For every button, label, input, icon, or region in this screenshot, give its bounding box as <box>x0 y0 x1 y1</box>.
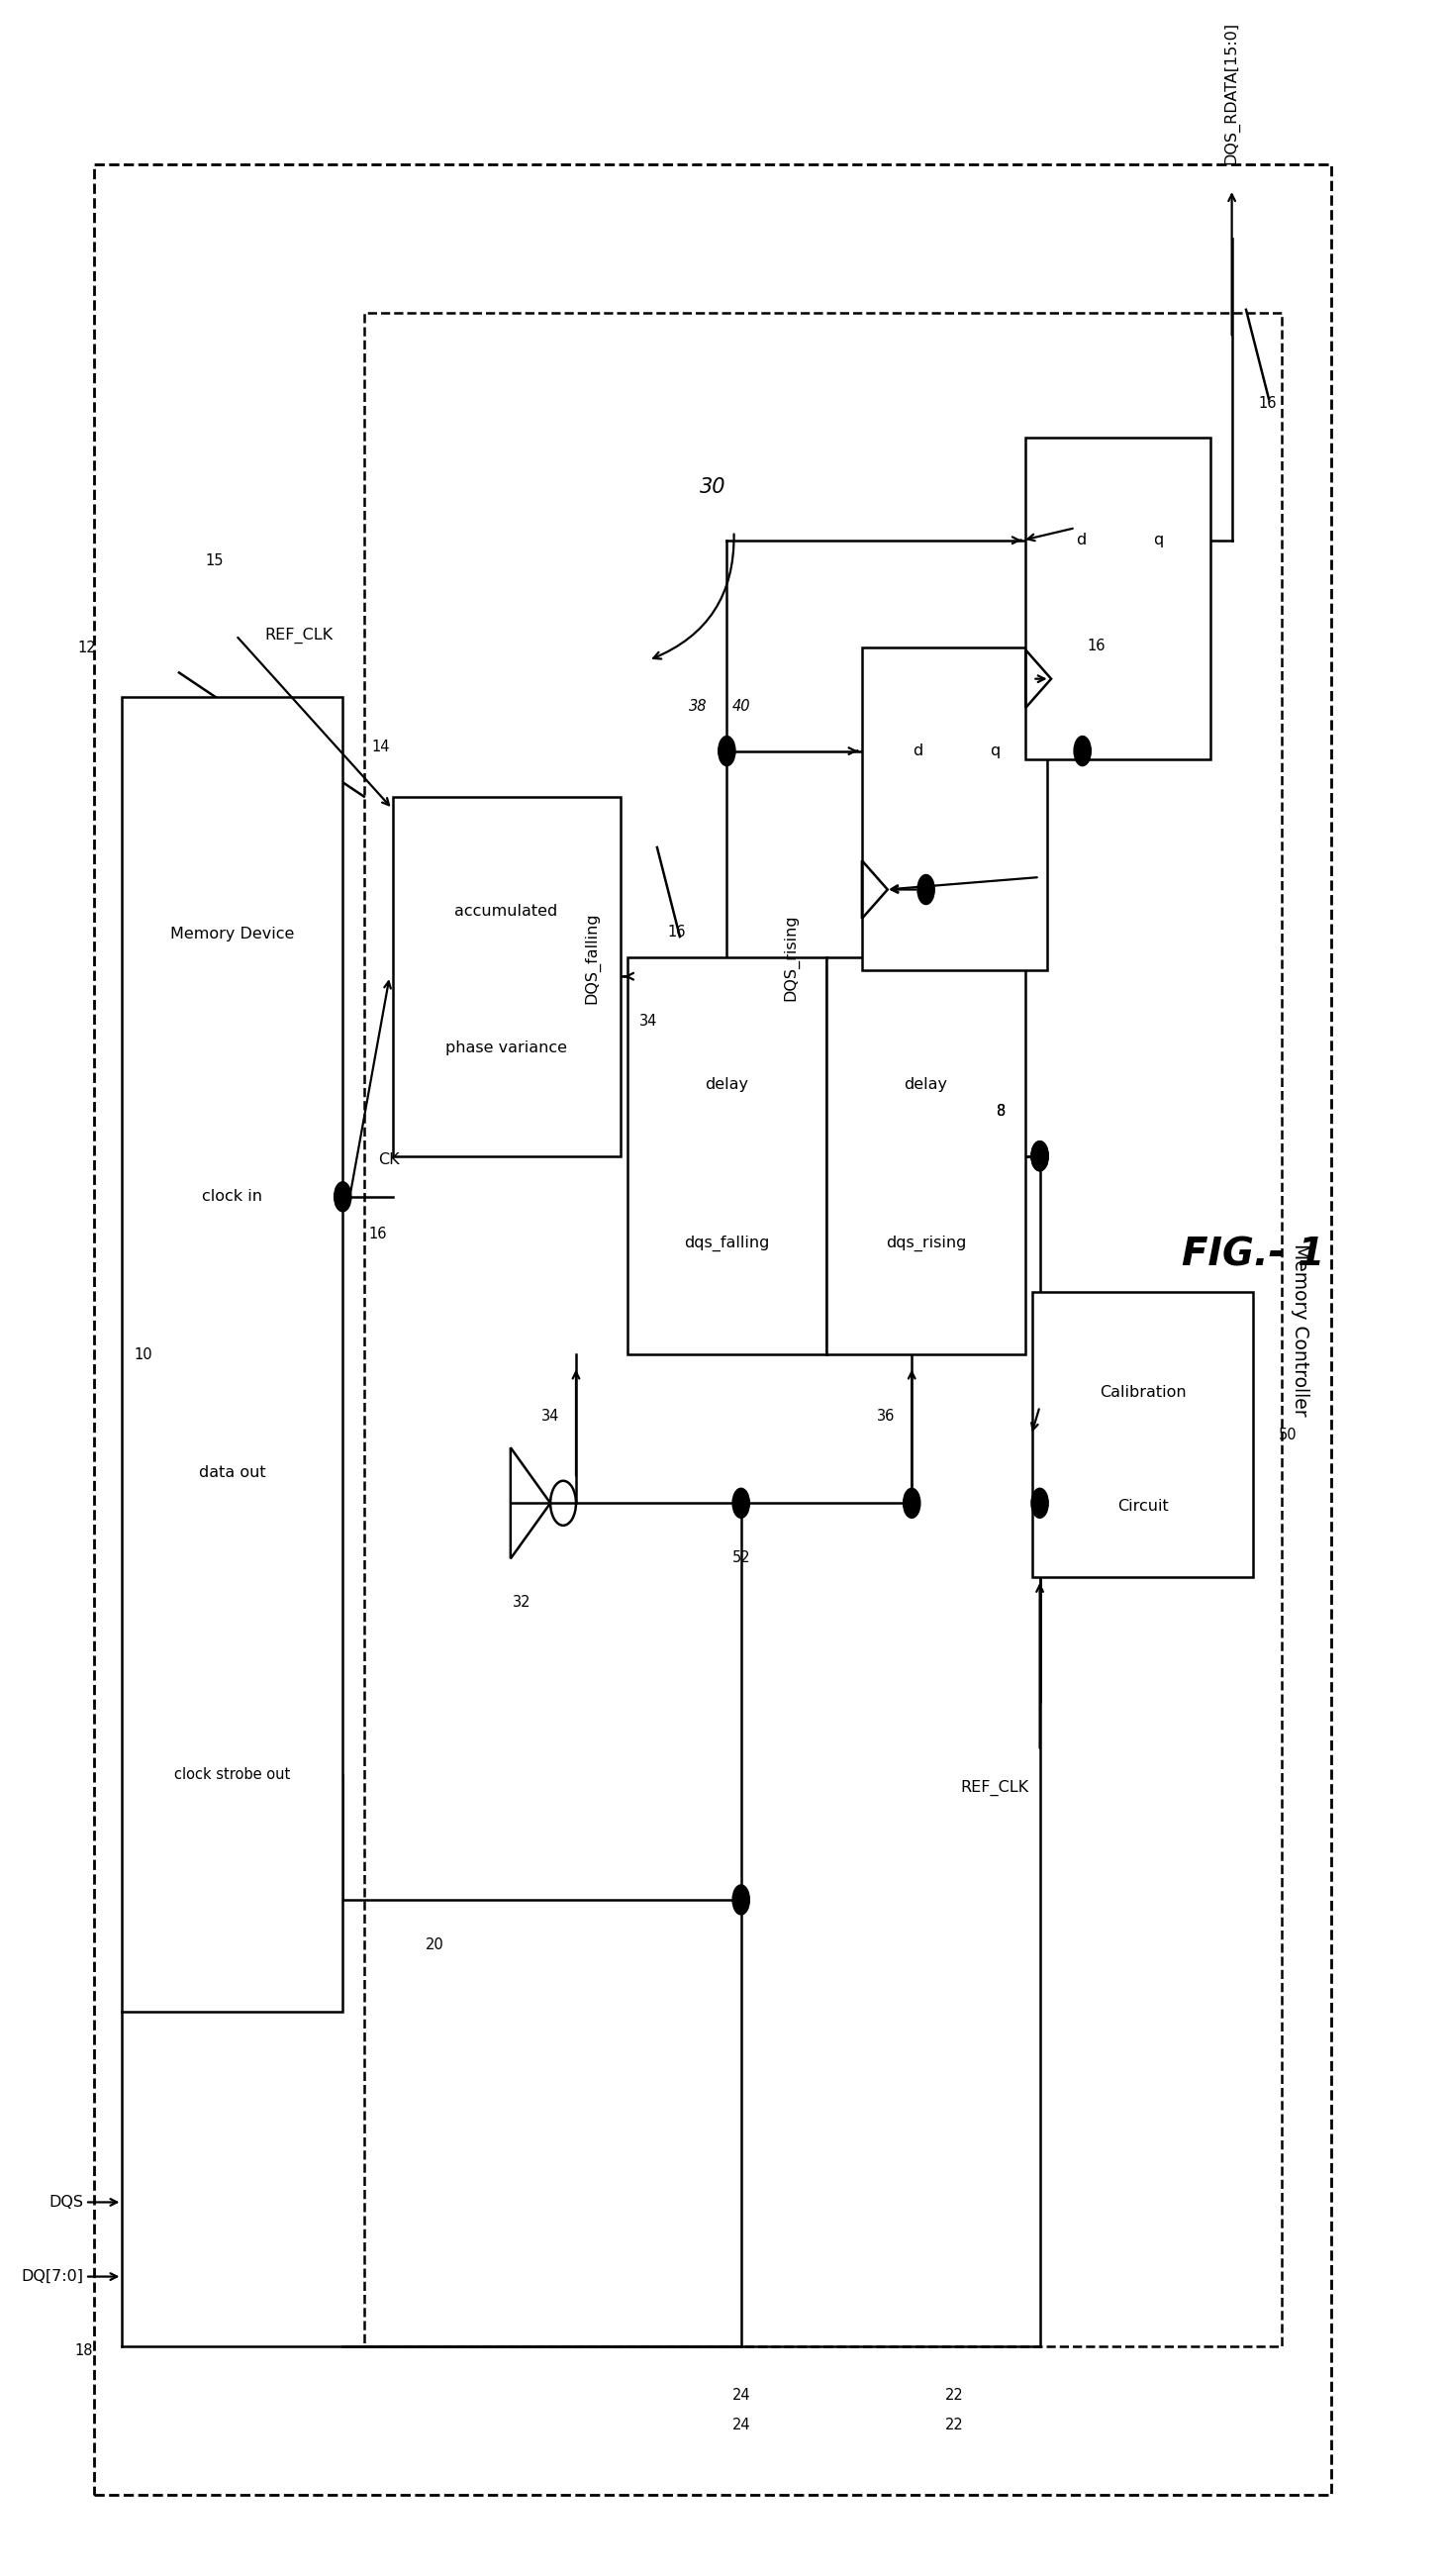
Text: 36: 36 <box>877 1409 896 1425</box>
Text: delay: delay <box>905 1077 948 1092</box>
Bar <box>123 698 342 2012</box>
Text: DQS_rising: DQS_rising <box>783 914 799 1002</box>
Text: 20: 20 <box>426 1937 445 1953</box>
Text: 34: 34 <box>542 1409 559 1425</box>
FancyArrowPatch shape <box>653 533 734 659</box>
Text: 16: 16 <box>368 1226 387 1242</box>
Bar <box>94 165 1331 2494</box>
Text: 38: 38 <box>689 698 708 714</box>
Text: q: q <box>1153 533 1163 549</box>
Text: 15: 15 <box>205 554 224 569</box>
Text: 10: 10 <box>134 1347 153 1363</box>
Circle shape <box>1074 737 1091 765</box>
Text: 24: 24 <box>731 2419 750 2432</box>
Bar <box>1026 438 1211 760</box>
Text: CK: CK <box>379 1151 400 1167</box>
Circle shape <box>334 1182 351 1211</box>
Text: 16: 16 <box>1259 397 1276 412</box>
Circle shape <box>1032 1141 1048 1172</box>
Text: 8: 8 <box>997 1105 1006 1118</box>
Text: Calibration: Calibration <box>1100 1386 1186 1399</box>
Text: data out: data out <box>199 1466 266 1481</box>
Text: 24: 24 <box>731 2388 750 2403</box>
Text: 30: 30 <box>699 477 725 497</box>
Text: 52: 52 <box>731 1551 750 1566</box>
Text: DQS_falling: DQS_falling <box>584 912 600 1005</box>
Text: 32: 32 <box>513 1595 532 1610</box>
Text: accumulated: accumulated <box>455 904 558 920</box>
Circle shape <box>918 876 935 904</box>
Bar <box>863 647 1046 971</box>
Text: d: d <box>912 744 922 757</box>
Text: clock strobe out: clock strobe out <box>175 1767 290 1783</box>
Text: Memory Controller: Memory Controller <box>1290 1244 1309 1417</box>
Text: DQS: DQS <box>49 2195 84 2210</box>
Circle shape <box>718 737 736 765</box>
Bar <box>393 796 620 1157</box>
Text: 16: 16 <box>668 925 686 940</box>
Text: 22: 22 <box>945 2388 964 2403</box>
Text: 40: 40 <box>731 698 750 714</box>
Circle shape <box>733 1489 750 1517</box>
Bar <box>627 958 827 1355</box>
Circle shape <box>1032 1489 1048 1517</box>
Text: 22: 22 <box>945 2419 964 2432</box>
Text: Memory Device: Memory Device <box>171 927 295 940</box>
Text: 8: 8 <box>997 1105 1006 1118</box>
Text: REF_CLK: REF_CLK <box>959 1780 1029 1795</box>
Text: delay: delay <box>705 1077 749 1092</box>
Text: 12: 12 <box>78 641 95 654</box>
Circle shape <box>733 1886 750 1914</box>
Text: clock in: clock in <box>202 1190 263 1203</box>
Text: d: d <box>1077 533 1087 549</box>
Text: 14: 14 <box>371 739 390 755</box>
Text: DQS_RDATA[15:0]: DQS_RDATA[15:0] <box>1224 21 1240 165</box>
Text: 18: 18 <box>75 2344 92 2360</box>
Bar <box>364 314 1282 2347</box>
Text: DQ[7:0]: DQ[7:0] <box>22 2269 84 2285</box>
Text: dqs_rising: dqs_rising <box>886 1236 967 1252</box>
Circle shape <box>903 1489 920 1517</box>
Text: 34: 34 <box>640 1012 657 1028</box>
Bar <box>1033 1293 1253 1577</box>
Text: phase variance: phase variance <box>445 1041 566 1056</box>
Circle shape <box>1032 1141 1048 1172</box>
Text: REF_CLK: REF_CLK <box>264 629 332 644</box>
Text: 16: 16 <box>1088 639 1105 654</box>
Text: dqs_falling: dqs_falling <box>683 1236 770 1252</box>
Text: q: q <box>990 744 1000 757</box>
Text: FIG.- 1: FIG.- 1 <box>1182 1236 1325 1275</box>
Text: Circuit: Circuit <box>1117 1499 1169 1515</box>
Text: 50: 50 <box>1279 1427 1298 1443</box>
Bar <box>827 958 1026 1355</box>
